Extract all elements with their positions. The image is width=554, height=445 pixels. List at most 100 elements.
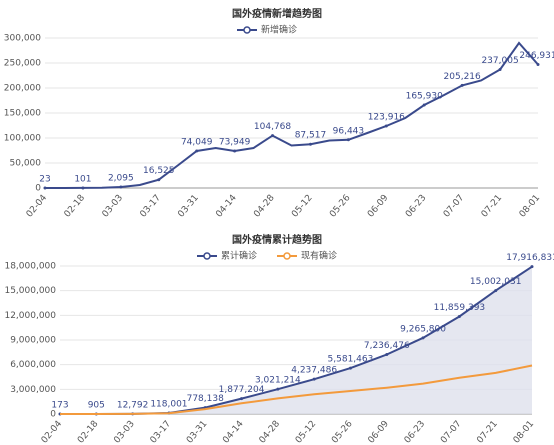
x-tick-label: 05-12 xyxy=(290,193,314,219)
x-tick-label: 02-04 xyxy=(25,193,50,220)
x-tick-label: 03-17 xyxy=(139,193,163,219)
value-label: 2,095 xyxy=(108,173,134,183)
point xyxy=(43,186,47,190)
point xyxy=(494,289,498,293)
x-tick-label: 05-26 xyxy=(328,193,353,220)
x-tick-label: 03-31 xyxy=(176,193,200,219)
x-tick-label: 04-28 xyxy=(252,193,277,220)
value-label: 104,768 xyxy=(254,122,291,132)
x-tick-label: 03-31 xyxy=(185,419,209,445)
point xyxy=(271,134,275,138)
x-tick-label: 03-17 xyxy=(149,419,173,445)
point xyxy=(536,63,540,67)
x-tick-label: 06-23 xyxy=(404,193,428,219)
point xyxy=(422,103,426,107)
x-tick-label: 07-07 xyxy=(442,193,466,219)
point xyxy=(119,185,123,189)
value-label: 246,931 xyxy=(519,51,554,61)
value-label: 118,001 xyxy=(150,400,187,410)
x-tick-label: 02-18 xyxy=(63,193,88,220)
value-label: 173 xyxy=(51,400,68,410)
area xyxy=(60,266,532,414)
y-tick-label: 150,000 xyxy=(4,109,41,119)
x-tick-label: 06-09 xyxy=(366,193,391,220)
point xyxy=(157,178,161,182)
value-label: 3,021,214 xyxy=(255,376,301,386)
point xyxy=(348,366,352,370)
x-tick-label: 05-26 xyxy=(330,419,355,445)
y-tick-label: 6,000,000 xyxy=(10,360,56,370)
chart: 国外疫情新增趋势图 0 50,000 100,000 150,000 200,000 250… xyxy=(4,7,554,220)
y-tick-label: 50,000 xyxy=(10,159,42,169)
value-label: 87,517 xyxy=(295,131,327,141)
point xyxy=(195,149,199,153)
value-label: 101 xyxy=(74,174,91,184)
series-line xyxy=(60,364,533,415)
x-tick-label: 06-23 xyxy=(403,419,427,445)
point xyxy=(276,387,280,391)
chart-title: 国外疫情累计趋势图 xyxy=(232,233,322,246)
legend-marker xyxy=(203,252,211,260)
y-tick-label: 18,000,000 xyxy=(4,262,56,272)
y-tick-label: 300,000 xyxy=(4,34,41,44)
y-tick-label: 200,000 xyxy=(4,84,41,94)
point xyxy=(385,353,389,357)
value-label: 16,525 xyxy=(143,166,175,176)
x-tick-label: 02-04 xyxy=(40,419,65,445)
value-label: 7,236,476 xyxy=(364,341,410,351)
x-tick-label: 08-01 xyxy=(518,193,542,219)
point xyxy=(530,265,534,269)
x-tick-label: 06-09 xyxy=(367,419,392,445)
x-tick-label: 03-03 xyxy=(101,193,125,219)
point xyxy=(384,124,388,128)
x-tick-label: 03-03 xyxy=(112,419,136,445)
point xyxy=(81,186,85,190)
x-tick-label: 04-28 xyxy=(258,419,283,445)
value-label: 1,877,204 xyxy=(219,385,265,395)
legend-marker xyxy=(243,26,251,34)
legend-label: 累计确诊 xyxy=(221,250,257,262)
y-tick-label: 3,000,000 xyxy=(10,385,56,395)
point xyxy=(346,138,350,142)
point xyxy=(457,314,461,318)
value-label: 237,005 xyxy=(481,56,518,66)
y-tick-label: 9,000,000 xyxy=(10,336,56,346)
y-tick-label: 0 xyxy=(50,410,56,420)
point xyxy=(421,336,425,340)
point xyxy=(240,397,244,401)
point xyxy=(312,377,316,381)
x-tick-label: 04-14 xyxy=(221,419,246,445)
value-label: 905 xyxy=(88,400,105,410)
y-tick-label: 0 xyxy=(35,184,41,194)
value-label: 205,216 xyxy=(444,72,481,82)
legend-label: 新增确诊 xyxy=(261,24,297,36)
point xyxy=(308,142,312,146)
point xyxy=(233,149,237,153)
value-label: 96,443 xyxy=(333,126,365,136)
x-tick-label: 07-21 xyxy=(475,419,499,445)
x-tick-label: 04-14 xyxy=(214,193,239,220)
value-label: 23 xyxy=(39,174,50,184)
legend-marker xyxy=(283,252,291,260)
x-tick-label: 07-21 xyxy=(480,193,504,219)
value-label: 73,949 xyxy=(219,138,251,148)
value-label: 123,916 xyxy=(368,113,405,123)
x-tick-label: 05-12 xyxy=(294,419,318,445)
y-tick-label: 100,000 xyxy=(4,134,41,144)
legend-label: 现有确诊 xyxy=(301,250,337,262)
value-label: 778,138 xyxy=(187,394,224,404)
x-tick-label: 02-18 xyxy=(76,419,101,445)
value-label: 74,049 xyxy=(181,137,213,147)
value-label: 12,792 xyxy=(117,400,149,410)
y-tick-label: 250,000 xyxy=(4,59,41,69)
chart: 国外疫情累计趋势图 0 3,000,000 6,000,000 9,000,000 12,… xyxy=(4,233,554,445)
point xyxy=(460,83,464,87)
y-tick-label: 12,000,000 xyxy=(4,311,56,321)
y-tick-label: 15,000,000 xyxy=(4,286,56,296)
value-label: 165,930 xyxy=(406,92,443,102)
value-label: 15,002,031 xyxy=(470,277,522,287)
x-tick-label: 08-01 xyxy=(512,419,536,445)
value-label: 11,859,393 xyxy=(434,303,486,313)
x-tick-label: 07-07 xyxy=(439,419,463,445)
